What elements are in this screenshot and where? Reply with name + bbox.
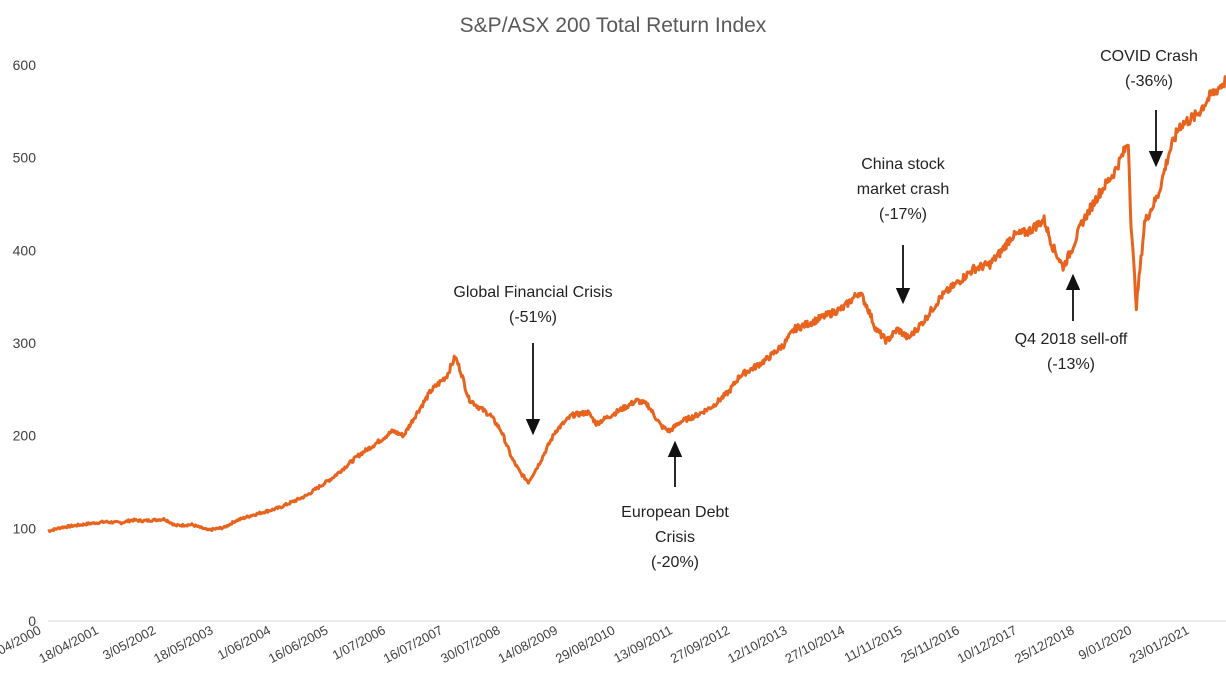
y-tick-label: 600	[13, 57, 37, 73]
x-tick-label: 23/01/2021	[1127, 622, 1192, 666]
annotation-gfc: Global Financial Crisis (-51%)	[453, 284, 613, 326]
annotation-european-debt: European Debt Crisis (-20%)	[621, 504, 729, 571]
series-layer	[47, 75, 1226, 533]
x-tick-label: 11/11/2015	[842, 622, 905, 665]
annotation-arrows	[525, 110, 1164, 487]
x-tick-label: 16/06/2005	[266, 622, 331, 666]
x-tick-label: 25/11/2016	[898, 622, 962, 665]
x-tick-label: 18/05/2003	[151, 622, 216, 666]
x-tick-label: 14/08/2009	[496, 622, 561, 666]
y-tick-label: 100	[13, 520, 37, 536]
x-tick-label: 25/12/2018	[1012, 622, 1077, 666]
annotation-china-crash: China stock market crash (-17%)	[856, 156, 950, 223]
x-tick-label: 1/06/2004	[215, 622, 273, 662]
x-tick-label: 13/09/2011	[611, 622, 675, 665]
chart-title: S&P/ASX 200 Total Return Index	[459, 14, 767, 37]
x-tick-label: 18/04/2001	[36, 622, 101, 666]
x-tick-label: 30/07/2008	[438, 622, 503, 666]
y-tick-label: 400	[13, 242, 37, 258]
x-tick-label: 16/07/2007	[381, 622, 446, 666]
x-tick-label: 3/04/2000	[0, 622, 43, 662]
x-tick-label: 12/10/2013	[725, 622, 790, 666]
y-tick-label: 300	[13, 335, 37, 351]
annotation-q4-2018: Q4 2018 sell-off (-13%)	[1014, 331, 1128, 373]
x-tick-label: 29/08/2010	[553, 622, 618, 666]
x-tick-label: 1/07/2006	[330, 622, 388, 662]
x-tick-label: 9/01/2020	[1076, 622, 1134, 662]
y-tick-label: 0	[28, 613, 36, 629]
x-tick-label: 10/12/2017	[955, 622, 1020, 666]
annotation-covid-crash: COVID Crash (-36%)	[1100, 48, 1198, 90]
x-tick-label: 27/09/2012	[668, 622, 733, 666]
x-tick-label: 3/05/2002	[100, 622, 158, 662]
y-tick-label: 500	[13, 150, 37, 166]
y-axis: 0 100 200 300 400 500 600	[13, 57, 37, 629]
series-line	[47, 75, 1226, 533]
x-tick-label: 27/10/2014	[783, 622, 848, 666]
y-tick-label: 200	[13, 428, 37, 444]
